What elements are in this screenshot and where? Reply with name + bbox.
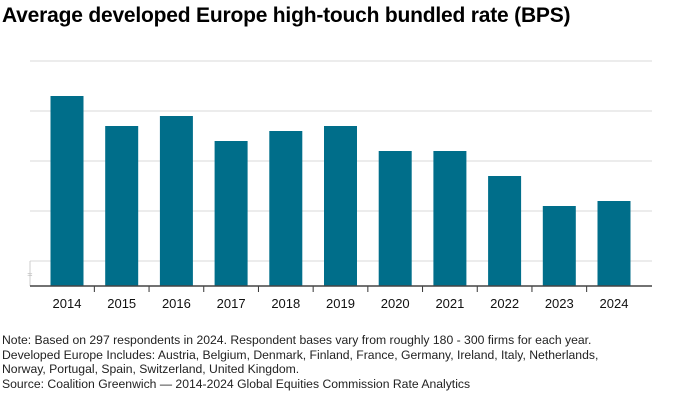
x-tick-label: 2022 <box>490 296 519 311</box>
bar-2023 <box>542 206 576 286</box>
bar-2019 <box>324 126 357 286</box>
note-line: Norway, Portugal, Spain, Switzerland, Un… <box>2 362 300 377</box>
x-tick-label: 2021 <box>435 296 464 311</box>
note-line: Note: Based on 297 respondents in 2024. … <box>2 333 592 347</box>
bar-2020 <box>378 151 412 286</box>
bar-2015 <box>105 126 139 286</box>
bar-chart: ≈2014 2015 2016 2017 2018 2019 2020 2021 2022 202… <box>28 60 652 311</box>
x-tick-label: 2020 <box>381 296 410 311</box>
chart-notes: Note: Based on 297 respondents in 2024. … <box>2 333 598 391</box>
bar-2021 <box>433 151 467 286</box>
bar-2016 <box>159 116 193 286</box>
x-tick-label: 2017 <box>217 296 246 311</box>
axis-break-icon: ≈ <box>28 270 33 280</box>
x-tick-label: 2015 <box>107 296 136 311</box>
bar-2024 <box>597 201 631 286</box>
x-tick-label: 2023 <box>545 296 574 311</box>
x-tick-label: 2016 <box>162 296 191 311</box>
bar-2014 <box>50 96 84 286</box>
x-tick-label: 2019 <box>326 296 355 311</box>
note-line: Developed Europe Includes: Austria, Belg… <box>2 347 599 362</box>
bar-2018 <box>269 131 303 286</box>
bar-2017 <box>214 141 248 286</box>
x-tick-label: 2024 <box>600 296 629 311</box>
source-line: Source: Coalition Greenwich — 2014-2024 … <box>2 376 471 391</box>
chart-title: Average developed Europe high-touch bund… <box>2 4 571 27</box>
x-tick-label: 2018 <box>271 296 300 311</box>
x-tick-label: 2014 <box>53 296 82 311</box>
bar-2022 <box>488 176 522 286</box>
